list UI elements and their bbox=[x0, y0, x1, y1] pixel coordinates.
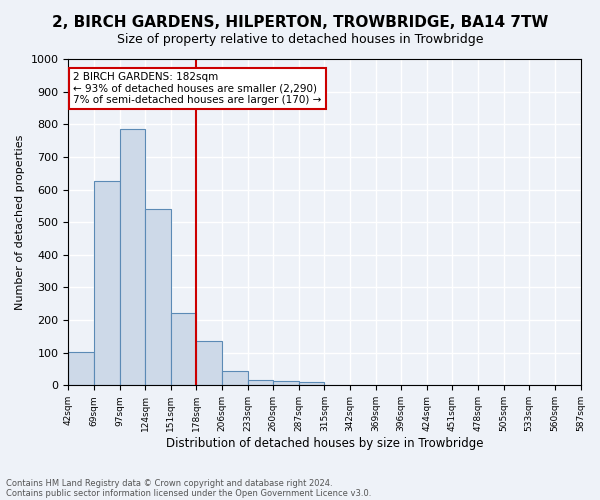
Y-axis label: Number of detached properties: Number of detached properties bbox=[15, 134, 25, 310]
Bar bbox=[273, 382, 299, 386]
Bar bbox=[171, 312, 196, 386]
Text: 2, BIRCH GARDENS, HILPERTON, TROWBRIDGE, BA14 7TW: 2, BIRCH GARDENS, HILPERTON, TROWBRIDGE,… bbox=[52, 15, 548, 30]
Text: 2 BIRCH GARDENS: 182sqm
← 93% of detached houses are smaller (2,290)
7% of semi-: 2 BIRCH GARDENS: 182sqm ← 93% of detache… bbox=[73, 72, 322, 106]
Bar bbox=[119, 128, 145, 386]
Text: Contains public sector information licensed under the Open Government Licence v3: Contains public sector information licen… bbox=[6, 488, 371, 498]
Text: Contains HM Land Registry data © Crown copyright and database right 2024.: Contains HM Land Registry data © Crown c… bbox=[6, 478, 332, 488]
X-axis label: Distribution of detached houses by size in Trowbridge: Distribution of detached houses by size … bbox=[166, 437, 483, 450]
Bar bbox=[248, 380, 273, 386]
Bar bbox=[94, 182, 119, 386]
Text: Size of property relative to detached houses in Trowbridge: Size of property relative to detached ho… bbox=[117, 32, 483, 46]
Bar bbox=[222, 370, 248, 386]
Bar bbox=[68, 352, 94, 386]
Bar bbox=[145, 209, 171, 386]
Bar bbox=[196, 342, 222, 386]
Bar bbox=[299, 382, 325, 386]
